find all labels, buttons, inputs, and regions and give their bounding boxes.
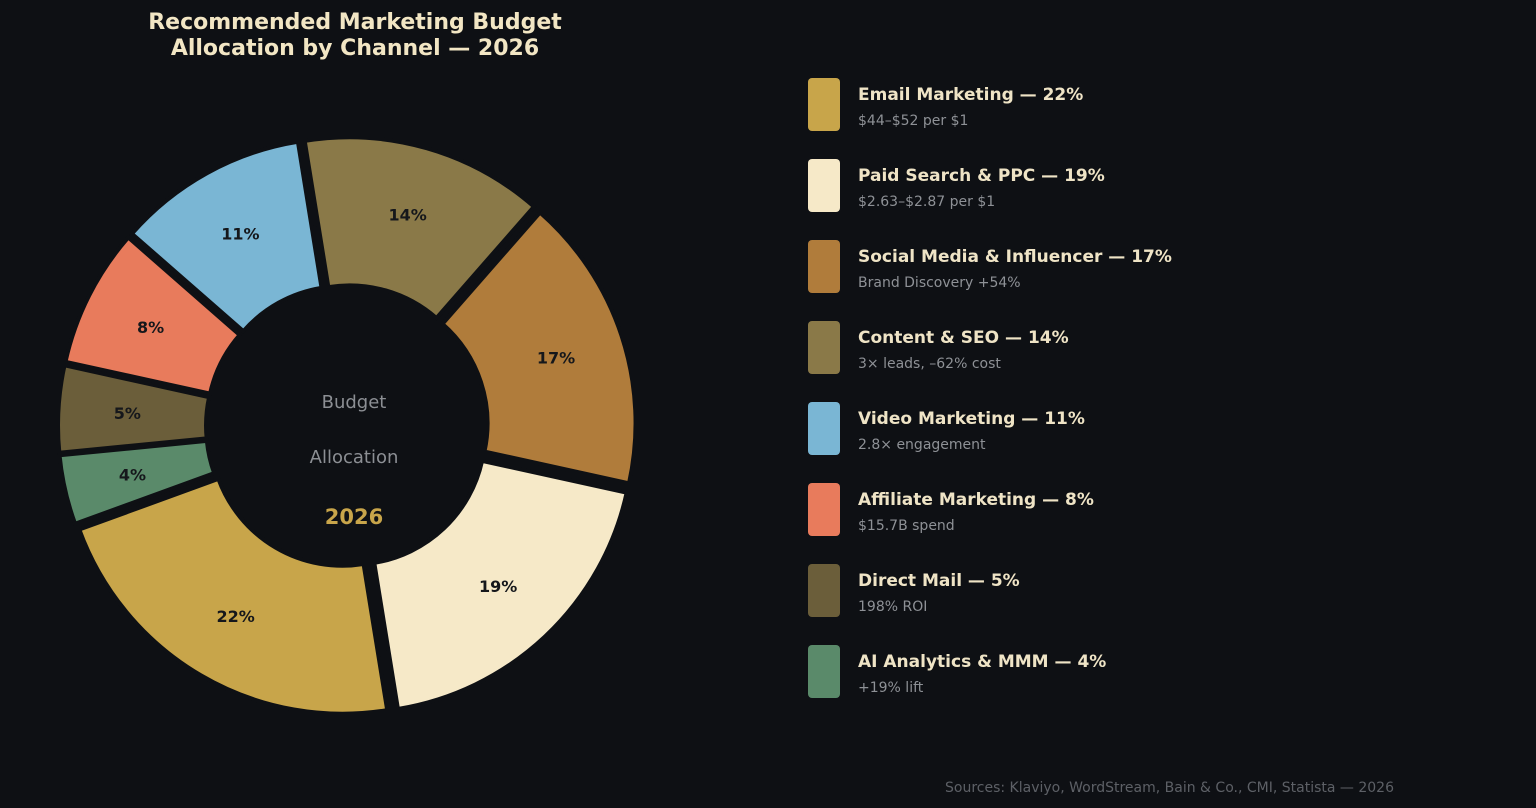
legend-note: $2.63–$2.87 per $1 [858, 194, 996, 210]
legend-item: Social Media & Influencer — 17% Brand Dis… [808, 240, 1508, 321]
legend-item: Email Marketing — 22% $44–$52 per $1 [808, 78, 1508, 159]
legend-label: Social Media & Influencer — 17% [858, 247, 1172, 267]
legend-item: AI Analytics & MMM — 4% +19% lift [808, 645, 1508, 726]
slice-social-media-influencer [439, 209, 638, 486]
slice-percent-label: 17% [537, 348, 575, 367]
slice-labels-group: 22% 19% 17% 14% 11% 8% 5% 4% [114, 206, 575, 626]
legend-note: $44–$52 per $1 [858, 113, 969, 129]
slice-percent-label: 5% [114, 404, 141, 423]
legend-swatch [808, 78, 840, 131]
slice-affiliate-marketing [63, 234, 243, 396]
legend-swatch [808, 402, 840, 455]
legend-label: AI Analytics & MMM — 4% [858, 652, 1107, 672]
slice-percent-label: 19% [479, 577, 517, 596]
slices-group [56, 135, 638, 716]
source-note: Sources: Klaviyo, WordStream, Bain & Co.… [945, 780, 1394, 796]
center-label-year: 2026 [325, 505, 383, 529]
legend-item: Affiliate Marketing — 8% $15.7B spend [808, 483, 1508, 564]
legend-label: Content & SEO — 14% [858, 328, 1069, 348]
slice-paid-search-ppc [371, 458, 630, 712]
chart-title-line-2: Allocation by Channel — 2026 [171, 36, 539, 61]
legend-note: Brand Discovery +54% [858, 275, 1021, 291]
slice-direct-mail [56, 362, 212, 455]
legend-note: 2.8× engagement [858, 437, 986, 453]
legend-note: 198% ROI [858, 599, 928, 615]
center-label-line-2: Allocation [310, 447, 399, 468]
legend-note: 3× leads, –62% cost [858, 356, 1001, 372]
legend-label: Email Marketing — 22% [858, 85, 1084, 105]
legend-item: Paid Search & PPC — 19% $2.63–$2.87 per $… [808, 159, 1508, 240]
legend-label: Direct Mail — 5% [858, 571, 1020, 591]
slice-email-marketing [76, 476, 390, 716]
legend-item: Direct Mail — 5% 198% ROI [808, 564, 1508, 645]
legend-swatch [808, 564, 840, 617]
chart-title-line-1: Recommended Marketing Budget [148, 10, 562, 35]
legend-label: Affiliate Marketing — 8% [858, 490, 1094, 510]
legend-label: Paid Search & PPC — 19% [858, 166, 1105, 186]
center-label-line-1: Budget [322, 392, 387, 413]
slice-percent-label: 4% [119, 466, 146, 485]
legend-note: $15.7B spend [858, 518, 955, 534]
slice-video-marketing [129, 139, 324, 335]
slice-percent-label: 22% [217, 607, 255, 626]
legend-label: Video Marketing — 11% [858, 409, 1085, 429]
legend-note: +19% lift [858, 680, 924, 696]
legend-item: Content & SEO — 14% 3× leads, –62% cost [808, 321, 1508, 402]
slice-content-seo [302, 135, 537, 321]
legend: Email Marketing — 22% $44–$52 per $1 Paid … [808, 78, 1508, 726]
legend-swatch [808, 645, 840, 698]
legend-swatch [808, 240, 840, 293]
legend-swatch [808, 321, 840, 374]
slice-percent-label: 8% [137, 318, 164, 337]
slice-ai-analytics-mmm [57, 438, 217, 527]
slice-percent-label: 14% [388, 206, 426, 225]
legend-swatch [808, 159, 840, 212]
slice-percent-label: 11% [221, 225, 259, 244]
legend-swatch [808, 483, 840, 536]
donut-chart: Recommended Marketing Budget Allocation … [56, 10, 638, 716]
legend-item: Video Marketing — 11% 2.8× engagement [808, 402, 1508, 483]
